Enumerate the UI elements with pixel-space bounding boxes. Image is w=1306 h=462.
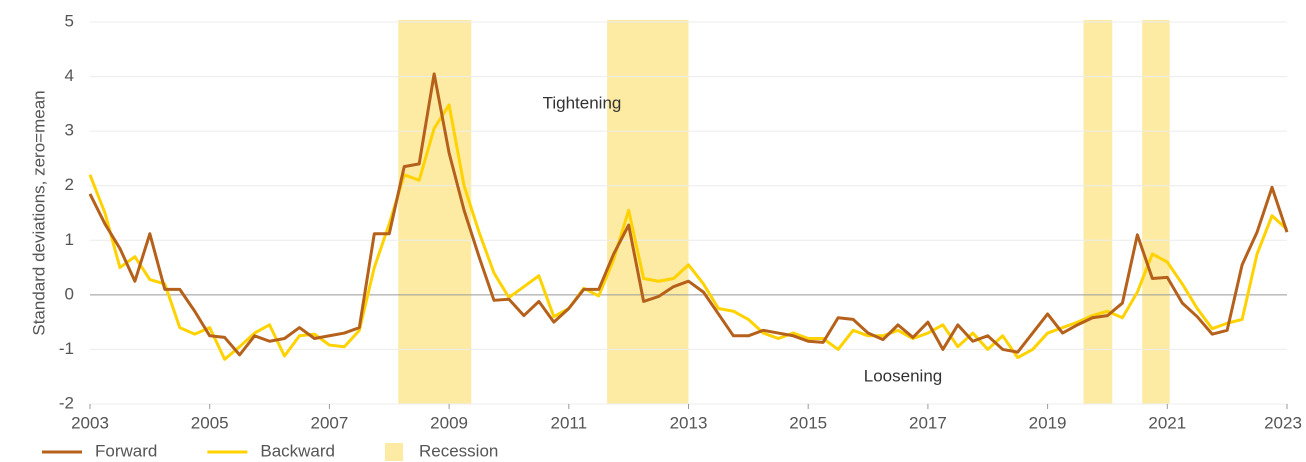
recession-band	[607, 20, 689, 404]
legend-label: Recession	[419, 441, 498, 460]
y-tick-label: -1	[59, 339, 74, 358]
x-tick-label: 2007	[310, 413, 348, 432]
x-tick-label: 2015	[789, 413, 827, 432]
x-tick-label: 2019	[1029, 413, 1067, 432]
legend-label: Backward	[260, 441, 335, 460]
x-tick-label: 2009	[430, 413, 468, 432]
x-tick-label: 2011	[551, 413, 588, 432]
legend-label: Forward	[95, 441, 157, 460]
y-tick-label: -2	[59, 393, 74, 412]
y-tick-label: 5	[65, 11, 74, 30]
annotation: Tightening	[543, 93, 622, 112]
legend-swatch	[385, 443, 403, 461]
lines	[88, 72, 1289, 361]
recession-bands	[398, 20, 1170, 404]
y-axis-title: Standard deviations, zero=mean	[29, 90, 48, 335]
x-tick-label: 2003	[71, 413, 109, 432]
x-tick-label: 2023	[1264, 413, 1302, 432]
recession-band	[1083, 20, 1113, 404]
series-line	[88, 103, 1289, 361]
x-tick-label: 2005	[191, 413, 229, 432]
y-tick-label: 4	[65, 66, 74, 85]
x-tick-label: 2021	[1148, 413, 1186, 432]
y-tick-label: 0	[65, 284, 74, 303]
legend: Forward Backward Recession	[42, 441, 498, 461]
grid: -2 -1 0 1 2 3 4 5 2003 2005 2007 2009 2011 2013 2015 20…	[59, 11, 1302, 432]
y-tick-label: 2	[65, 175, 74, 194]
recession-band	[1142, 20, 1170, 404]
series-line	[88, 72, 1289, 357]
y-tick-label: 3	[65, 121, 74, 140]
y-tick-label: 1	[65, 230, 74, 249]
x-tick-label: 2013	[670, 413, 708, 432]
x-tick-label: 2017	[909, 413, 947, 432]
annotation: Loosening	[864, 366, 942, 385]
